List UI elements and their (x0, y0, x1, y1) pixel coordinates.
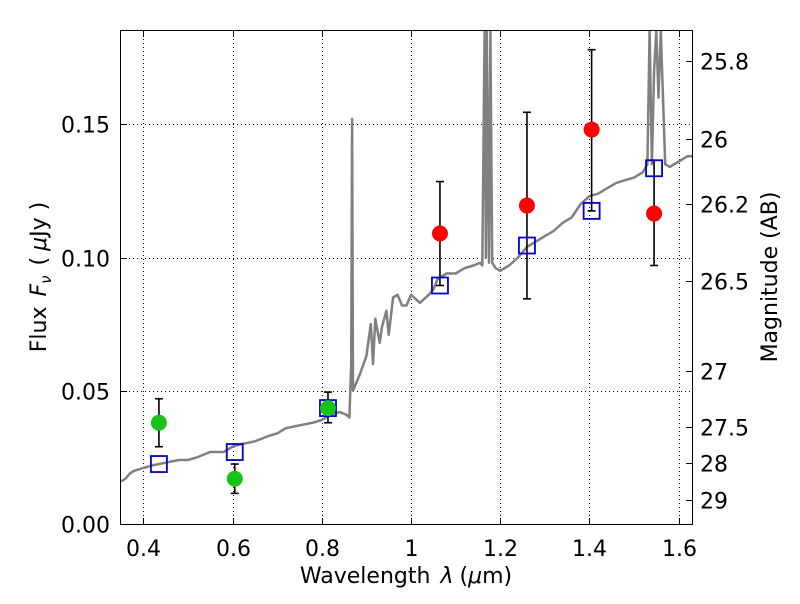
plot-frame (120, 30, 693, 525)
optical-observations-point (150, 414, 167, 431)
infrared-observations-point (431, 225, 448, 242)
model-photometry-square (645, 159, 663, 178)
y-axis-title-left: FluxFν(μJy ) (27, 202, 55, 352)
x-tick-label: 0.8 (305, 537, 340, 562)
y-tick-label: 0.15 (61, 114, 110, 139)
y-tick-label: 0.05 (61, 381, 110, 406)
mag-tick-label: 26.5 (700, 271, 749, 296)
model-photometry-square (582, 201, 601, 220)
mag-tick-label: 29 (700, 490, 728, 515)
mag-tick-label: 27.5 (700, 417, 749, 442)
model-photometry-square (518, 236, 536, 255)
infrared-observations-point (518, 197, 535, 214)
model-photometry-square (150, 455, 168, 473)
y-axis-title-right: Magnitude (AB) (758, 192, 783, 363)
mag-tick-label: 26.2 (700, 194, 749, 219)
model-spectrum-line (121, 31, 692, 483)
mag-tick-label: 28 (700, 453, 728, 478)
x-axis-title: Wavelength λ (μm) (300, 564, 512, 589)
spectrum-layer (121, 31, 692, 483)
optical-observations-point (226, 470, 243, 487)
x-tick-label: 1.6 (662, 537, 697, 562)
tick-layer: 0.4 0.6 0.8 1 1.2 1.4 1.6 0.00 0.05 0.10 0.15 25.8 2… (61, 31, 749, 562)
marker-layer (150, 121, 663, 487)
model-photometry-square (431, 276, 449, 295)
x-tick-label: 1.4 (572, 537, 607, 562)
mag-tick-label: 27 (700, 361, 728, 386)
x-tick-label: 1.2 (483, 537, 518, 562)
infrared-observations-point (583, 121, 600, 138)
mag-tick-label: 26 (700, 129, 728, 154)
optical-observations-point (319, 400, 336, 417)
model-photometry-square (225, 443, 244, 461)
x-tick-label: 0.6 (216, 537, 251, 562)
errorbar-layer (154, 48, 659, 495)
y-tick-label: 0.00 (61, 514, 110, 539)
x-tick-label: 0.4 (126, 537, 161, 562)
grid-layer (121, 31, 692, 524)
mag-tick-label: 25.8 (700, 51, 749, 76)
x-tick-label: 1 (405, 537, 419, 562)
y-tick-label: 0.10 (61, 248, 110, 273)
infrared-observations-point (646, 205, 663, 222)
